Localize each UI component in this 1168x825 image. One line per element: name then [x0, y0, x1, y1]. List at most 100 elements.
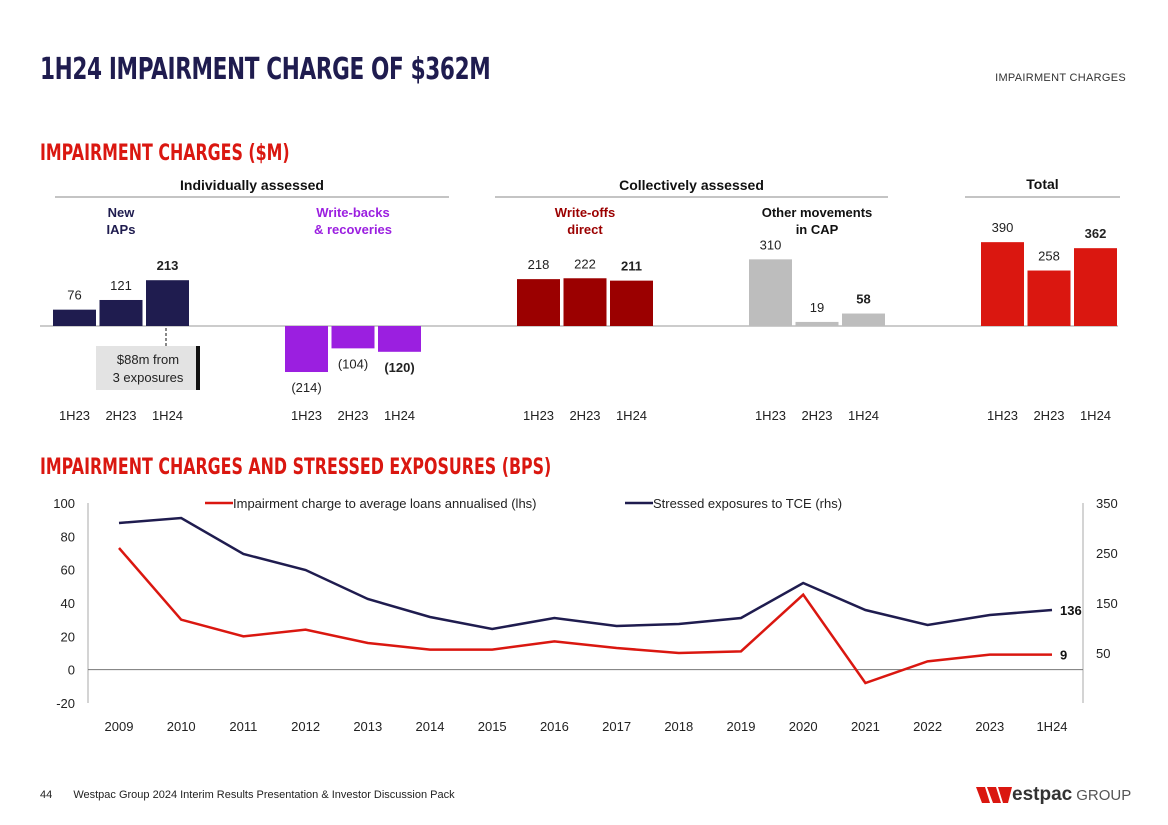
bar — [1027, 270, 1071, 326]
bar — [610, 280, 653, 326]
x-tick-label: 2H23 — [105, 408, 136, 423]
x-tick-label: 1H23 — [59, 408, 90, 423]
x-tick-label: 2015 — [478, 719, 507, 734]
bar — [563, 278, 607, 326]
footer-text: Westpac Group 2024 Interim Results Prese… — [73, 789, 455, 801]
line-chart-title: IMPAIRMENT CHARGES AND STRESSED EXPOSURE… — [40, 455, 552, 480]
bar — [795, 321, 839, 326]
x-tick-label: 2H23 — [337, 408, 368, 423]
data-label: 19 — [810, 300, 824, 315]
data-label: 211 — [621, 259, 642, 274]
group-header: Individually assessed — [180, 177, 324, 193]
x-tick-label: 1H24 — [848, 408, 879, 423]
series-title: Write-backs — [316, 205, 389, 220]
x-tick-label: 1H24 — [1080, 408, 1111, 423]
series-title: Write-offs — [555, 205, 615, 220]
x-tick-label: 1H23 — [755, 408, 786, 423]
bar — [99, 299, 143, 326]
bar — [378, 326, 421, 352]
data-label: 362 — [1085, 226, 1107, 241]
page-number: 44 — [40, 789, 53, 801]
x-tick-label: 1H23 — [987, 408, 1018, 423]
y-right-tick: 250 — [1096, 546, 1118, 561]
bar — [53, 309, 96, 326]
x-tick-label: 2010 — [167, 719, 196, 734]
series-title: IAPs — [107, 222, 136, 237]
data-label: (120) — [384, 360, 414, 375]
bar — [285, 326, 328, 373]
line-chart: 100 80 60 40 20 0 -20 350 250 150 50 2009 2010 2011 20… — [53, 496, 1118, 734]
x-tick-label: 2014 — [416, 719, 445, 734]
y-right-tick: 50 — [1096, 646, 1110, 661]
x-tick-label: 1H24 — [1036, 719, 1067, 734]
x-tick-label: 1H23 — [523, 408, 554, 423]
annotation-box — [96, 346, 196, 390]
x-tick-label: 1H24 — [152, 408, 183, 423]
bar — [1074, 248, 1117, 326]
x-tick-label: 2018 — [664, 719, 693, 734]
end-label: 9 — [1060, 648, 1067, 663]
data-label: 121 — [110, 278, 132, 293]
series-title: direct — [567, 222, 603, 237]
y-left-tick: 60 — [61, 563, 75, 578]
x-tick-label: 2009 — [105, 719, 134, 734]
x-tick-label: 2017 — [602, 719, 631, 734]
x-tick-label: 1H24 — [616, 408, 647, 423]
bar-chart-title: IMPAIRMENT CHARGES ($M) — [40, 141, 290, 166]
legend-label: Impairment charge to average loans annua… — [233, 496, 537, 511]
y-right-tick: 350 — [1096, 496, 1118, 511]
series-title: & recoveries — [314, 222, 392, 237]
y-left-tick: 100 — [53, 496, 75, 511]
x-tick-label: 1H24 — [384, 408, 415, 423]
series-title: in CAP — [796, 222, 839, 237]
x-tick-label: 2012 — [291, 719, 320, 734]
x-tick-label: 2020 — [789, 719, 818, 734]
end-label: 136 — [1060, 603, 1082, 618]
y-left-tick: 80 — [61, 529, 75, 544]
annotation-text: $88m from — [117, 352, 179, 367]
series-title: New — [108, 205, 136, 220]
bar — [749, 259, 792, 326]
data-label: 76 — [67, 288, 81, 303]
x-tick-label: 1H23 — [291, 408, 322, 423]
bar — [331, 326, 375, 349]
data-label: (104) — [338, 356, 368, 371]
y-left-tick: 0 — [68, 663, 75, 678]
x-tick-label: 2011 — [229, 719, 257, 734]
x-tick-label: 2H23 — [569, 408, 600, 423]
bar — [146, 280, 189, 326]
series-line — [118, 516, 1053, 631]
bar-chart: Individually assessed Collectively assess… — [40, 176, 1120, 423]
data-label: 258 — [1038, 249, 1060, 264]
data-label: 218 — [528, 257, 550, 272]
x-tick-label: 2021 — [851, 719, 880, 734]
data-label: (214) — [291, 380, 321, 395]
bar — [517, 279, 560, 326]
x-tick-label: 2023 — [975, 719, 1004, 734]
data-label: 222 — [574, 256, 596, 271]
bar — [842, 313, 885, 326]
bar — [981, 242, 1024, 326]
y-left-tick: 20 — [61, 629, 75, 644]
y-left-tick: -20 — [56, 696, 75, 711]
page-title: 1H24 IMPAIRMENT CHARGE OF $362M — [40, 52, 491, 87]
group-header: Total — [1026, 176, 1058, 192]
data-label: 58 — [856, 292, 870, 307]
legend-label: Stressed exposures to TCE (rhs) — [653, 496, 842, 511]
westpac-logo: estpac GROUP — [976, 784, 1131, 806]
group-header: Collectively assessed — [619, 177, 764, 193]
y-right-tick: 150 — [1096, 596, 1118, 611]
westpac-w-icon — [976, 787, 1012, 803]
data-label: 390 — [992, 220, 1014, 235]
x-tick-label: 2H23 — [1033, 408, 1064, 423]
series-line — [118, 547, 1052, 685]
footer: 44 Westpac Group 2024 Interim Results Pr… — [40, 789, 473, 801]
y-left-tick: 40 — [61, 596, 75, 611]
x-tick-label: 2013 — [353, 719, 382, 734]
data-label: 213 — [157, 258, 179, 273]
data-label: 310 — [760, 237, 782, 252]
series-title: Other movements — [762, 205, 873, 220]
x-tick-label: 2H23 — [801, 408, 832, 423]
annotation-bar — [196, 346, 200, 390]
